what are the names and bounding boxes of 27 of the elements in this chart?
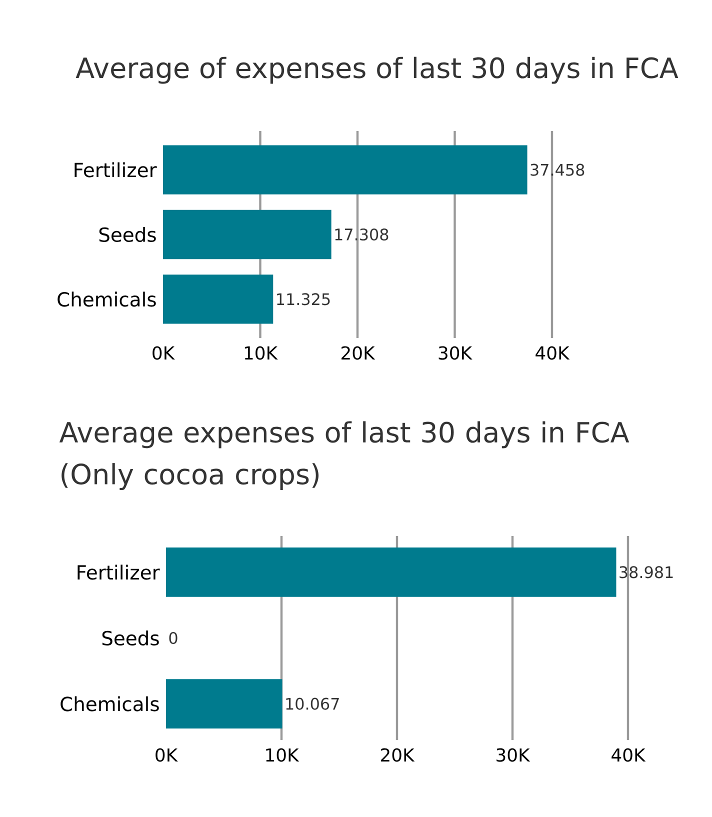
- data-label: 38.981: [620, 566, 673, 578]
- x-tick-label: 30K: [496, 748, 530, 762]
- data-label: 10.067: [286, 698, 339, 710]
- x-tick-label: 10K: [244, 346, 278, 360]
- bar: [163, 274, 274, 324]
- bar: [163, 145, 528, 194]
- x-tick-label: 30K: [438, 346, 472, 360]
- y-tick-label: Fertilizer: [74, 162, 157, 178]
- data-label: 11.325: [277, 293, 330, 306]
- x-tick-label: 10K: [266, 748, 300, 762]
- x-tick-label: 20K: [381, 748, 415, 762]
- x-tick-label: 20K: [342, 346, 376, 360]
- x-tick-label: 40K: [612, 748, 646, 762]
- y-tick-label: Seeds: [99, 226, 156, 242]
- data-label: 0: [169, 632, 178, 644]
- chart-title: Average of expenses of last 30 days in FCA: [76, 56, 678, 84]
- x-tick-label: 40K: [536, 346, 570, 360]
- data-label: 17.308: [335, 228, 388, 241]
- y-tick-label: Chemicals: [58, 292, 156, 307]
- bar: [163, 210, 332, 260]
- x-tick-label: 0K: [152, 346, 175, 360]
- y-tick-label: Seeds: [102, 630, 159, 646]
- data-label: 37.458: [530, 164, 584, 176]
- chart-title: Average expenses of last 30 days in FCA (Only cocoa crops): [59, 421, 630, 490]
- x-tick-label: 0K: [156, 748, 178, 762]
- y-tick-label: Fertilizer: [78, 564, 160, 580]
- y-tick-label: Chemicals: [60, 696, 159, 712]
